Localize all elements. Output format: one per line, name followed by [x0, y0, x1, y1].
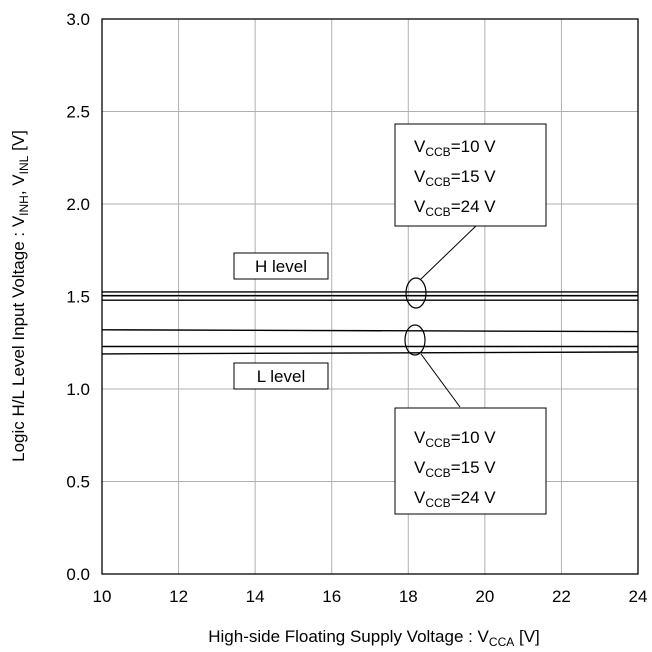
plot-frame	[101, 18, 639, 575]
x-tick-label: 12	[169, 587, 188, 606]
x-tick-label: 14	[246, 587, 265, 606]
y-tick-label: 3.0	[66, 10, 90, 29]
y-tick-label: 2.0	[66, 195, 90, 214]
y-tick-label: 1.0	[66, 380, 90, 399]
l-level-text: L level	[257, 367, 306, 386]
h-group-marker	[405, 277, 427, 309]
y-tick-label: 0.5	[66, 473, 90, 492]
l-level-series-line	[101, 329, 639, 333]
l-level-series-line	[101, 351, 639, 355]
x-axis-title: High-side Floating Supply Voltage : VCCA…	[208, 627, 540, 649]
y-tick-label: 0.0	[66, 565, 90, 584]
l-annotation-line-3: VCCB=24 V	[414, 488, 496, 510]
l-annotation-line-1: VCCB=10 V	[414, 428, 496, 450]
x-tick-label: 10	[93, 587, 112, 606]
x-tick-label: 24	[629, 587, 648, 606]
l-group-leader	[420, 353, 461, 408]
l-group-annotation: VCCB=10 V VCCB=15 V VCCB=24 V	[394, 407, 547, 515]
h-annotation-line-2: VCCB=15 V	[414, 167, 496, 189]
l-group-marker	[404, 324, 426, 356]
h-level-label: H level	[233, 252, 329, 280]
l-annotation-line-2: VCCB=15 V	[414, 458, 496, 480]
h-group-annotation: VCCB=10 V VCCB=15 V VCCB=24 V	[394, 123, 547, 227]
x-tick-label: 18	[399, 587, 418, 606]
x-tick-label: 16	[322, 587, 341, 606]
l-level-label: L level	[233, 362, 329, 390]
y-tick-label: 1.5	[66, 288, 90, 307]
x-tick-label: 22	[552, 587, 571, 606]
h-annotation-line-3: VCCB=24 V	[414, 197, 496, 219]
h-level-text: H level	[255, 257, 307, 276]
y-axis-title: Logic H/L Level Input Voltage : VINH, VI…	[9, 130, 31, 462]
series-group	[101, 291, 639, 355]
h-annotation-line-1: VCCB=10 V	[414, 137, 496, 159]
x-tick-labels: 10 12 14 16 18 20 22 24	[93, 587, 648, 606]
y-tick-labels: 0.0 0.5 1.0 1.5 2.0 2.5 3.0	[66, 10, 90, 584]
h-group-leader	[420, 223, 479, 280]
grid	[101, 18, 639, 575]
y-tick-label: 2.5	[66, 103, 90, 122]
x-tick-label: 20	[475, 587, 494, 606]
